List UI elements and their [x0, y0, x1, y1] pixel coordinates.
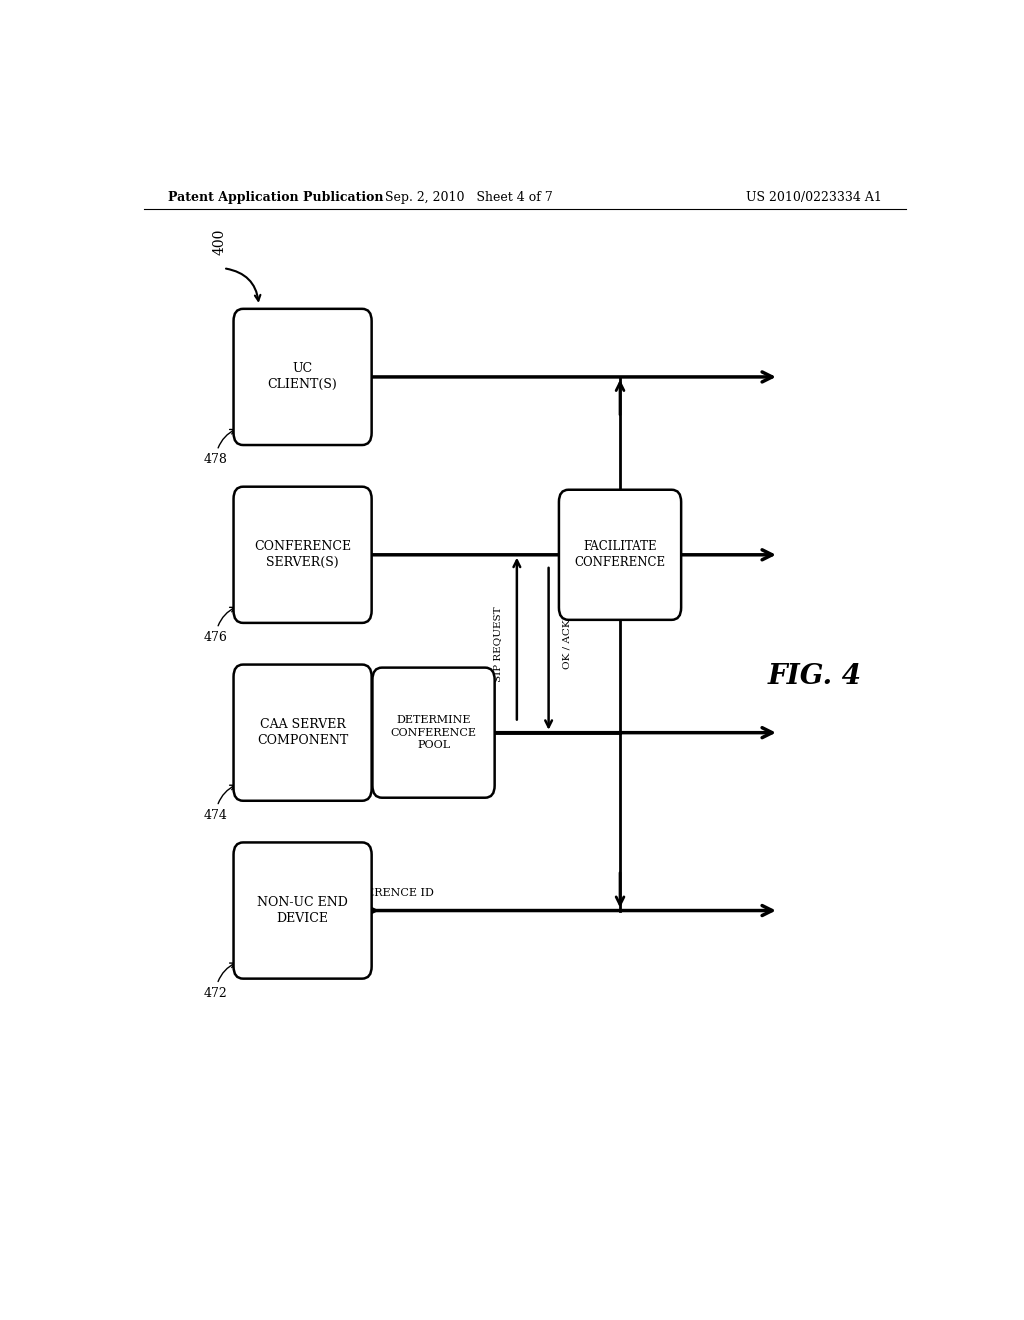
Text: Patent Application Publication: Patent Application Publication [168, 190, 383, 203]
FancyBboxPatch shape [233, 842, 372, 978]
Text: 476: 476 [204, 607, 236, 644]
Text: NON-UC END
DEVICE: NON-UC END DEVICE [257, 896, 348, 925]
FancyBboxPatch shape [233, 309, 372, 445]
Text: OK / ACK: OK / ACK [563, 619, 571, 668]
FancyBboxPatch shape [233, 487, 372, 623]
Text: CAA SERVER
COMPONENT: CAA SERVER COMPONENT [257, 718, 348, 747]
Text: 472: 472 [204, 964, 236, 1001]
Text: Sep. 2, 2010   Sheet 4 of 7: Sep. 2, 2010 Sheet 4 of 7 [385, 190, 553, 203]
Text: FACILITATE
CONFERENCE: FACILITATE CONFERENCE [574, 540, 666, 569]
FancyBboxPatch shape [373, 668, 495, 797]
Text: FIG. 4: FIG. 4 [767, 663, 861, 690]
Text: UC
CLIENT(S): UC CLIENT(S) [267, 363, 338, 392]
FancyBboxPatch shape [559, 490, 681, 620]
Text: 400: 400 [212, 228, 226, 255]
Text: US 2010/0223334 A1: US 2010/0223334 A1 [746, 190, 882, 203]
FancyBboxPatch shape [233, 664, 372, 801]
Text: 474: 474 [204, 785, 236, 822]
Text: 478: 478 [204, 429, 236, 466]
Text: DETERMINE
CONFERENCE
POOL: DETERMINE CONFERENCE POOL [390, 715, 476, 750]
Text: SIP REQUEST: SIP REQUEST [494, 606, 503, 681]
Text: CONFERENCE ID: CONFERENCE ID [331, 888, 433, 899]
Text: CONFERENCE
SERVER(S): CONFERENCE SERVER(S) [254, 540, 351, 569]
